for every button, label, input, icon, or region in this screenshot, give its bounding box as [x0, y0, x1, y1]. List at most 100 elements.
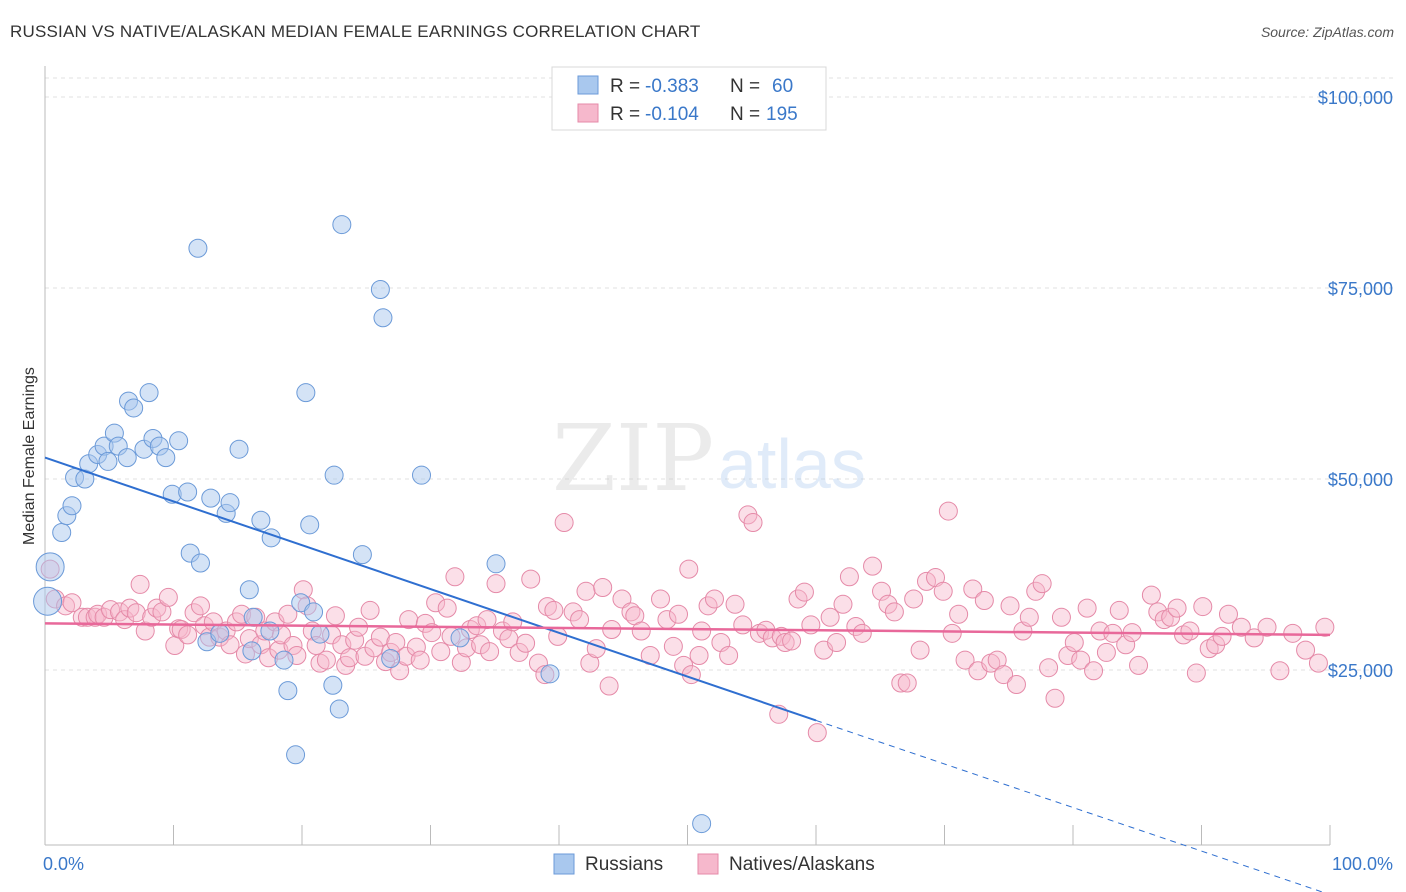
native-point [1000, 596, 1020, 616]
native-point [544, 600, 564, 620]
native-point [963, 579, 983, 599]
native-point [994, 665, 1014, 685]
russian-point [229, 439, 249, 459]
russian-point [188, 238, 208, 258]
native-point [1308, 653, 1328, 673]
native-point [445, 567, 465, 587]
russians-swatch [577, 75, 599, 95]
native-point [62, 593, 82, 613]
native-point [1315, 617, 1335, 637]
native-point [852, 623, 872, 643]
native-point [1296, 640, 1316, 660]
native-point [516, 633, 536, 653]
native-point [1193, 597, 1213, 617]
russian-point [33, 586, 63, 616]
native-point [477, 610, 497, 630]
russian-point [296, 383, 316, 403]
native-point [1186, 663, 1206, 683]
native-point [431, 642, 451, 662]
russian-point [243, 607, 263, 627]
russian-point [278, 681, 298, 701]
native-point [612, 589, 632, 609]
watermark-zip: ZIP [552, 405, 714, 512]
native-point [663, 636, 683, 656]
native-point [1148, 602, 1168, 622]
russian-point [35, 552, 65, 582]
russian-point [201, 488, 221, 508]
y-tick-label: $50,000 [1328, 470, 1393, 490]
native-point [1161, 607, 1181, 627]
legend-russians-swatch [553, 853, 575, 875]
russian-point [352, 545, 372, 565]
russians-points [33, 215, 712, 834]
native-point [370, 627, 390, 647]
native-point [325, 606, 345, 626]
russians-trend-line [44, 456, 817, 722]
legend-natives-swatch [697, 853, 719, 875]
native-point [794, 582, 814, 602]
native-point [1109, 600, 1129, 620]
native-point [1212, 626, 1232, 646]
native-point [679, 559, 699, 579]
native-point [1032, 574, 1052, 594]
native-point [283, 636, 303, 656]
native-point [942, 623, 962, 643]
russian-point [124, 398, 144, 418]
natives-swatch [577, 103, 599, 123]
native-point [689, 645, 709, 665]
native-point [580, 653, 600, 673]
native-point [1019, 607, 1039, 627]
russians-r-value: -0.383 [645, 76, 699, 97]
russian-point [220, 493, 240, 513]
native-point [190, 596, 210, 616]
native-point [426, 593, 446, 613]
native-point [1045, 688, 1065, 708]
native-point [833, 594, 853, 614]
x-tick-label: 0.0% [43, 854, 84, 874]
natives-trend-line [44, 622, 1331, 637]
native-point [910, 640, 930, 660]
native-point [1116, 635, 1136, 655]
chart-title: RUSSIAN VS NATIVE/ALASKAN MEDIAN FEMALE … [10, 22, 701, 41]
axis-labels: $25,000 $50,000 $75,000 $100,000 0.0% 100.0% [43, 88, 1393, 874]
native-point [451, 652, 471, 672]
native-point [437, 598, 457, 618]
native-point [152, 602, 172, 622]
russian-point [274, 650, 294, 670]
legend-natives-label: Natives/Alaskans [729, 854, 875, 875]
russian-point [310, 624, 330, 644]
russian-point [239, 580, 259, 600]
russian-point [332, 215, 352, 235]
russian-point [300, 515, 320, 535]
russian-point [304, 602, 324, 622]
russian-point [178, 482, 198, 502]
native-point [521, 569, 541, 589]
native-point [467, 616, 487, 636]
russian-point [486, 554, 506, 574]
russian-point [540, 664, 560, 684]
y-tick-label: $100,000 [1318, 88, 1393, 108]
native-point [1039, 658, 1059, 678]
axes [44, 66, 1331, 846]
russian-point [98, 451, 118, 471]
native-point [839, 567, 859, 587]
native-point [1084, 661, 1104, 681]
native-point [410, 650, 430, 670]
native-point [692, 621, 712, 641]
native-point [1064, 632, 1084, 652]
native-point [891, 673, 911, 693]
native-point [1006, 675, 1026, 695]
native-point [933, 581, 953, 601]
native-point [827, 632, 847, 652]
native-point [938, 501, 958, 521]
native-point [486, 574, 506, 594]
native-point [593, 577, 613, 597]
russian-point [139, 383, 159, 403]
russian-point [329, 699, 349, 719]
russian-point [412, 465, 432, 485]
native-point [316, 650, 336, 670]
native-point [570, 610, 590, 630]
native-point [897, 673, 917, 693]
natives-r-label: R = [610, 104, 640, 125]
chart-source: Source: ZipAtlas.com [1260, 24, 1394, 40]
